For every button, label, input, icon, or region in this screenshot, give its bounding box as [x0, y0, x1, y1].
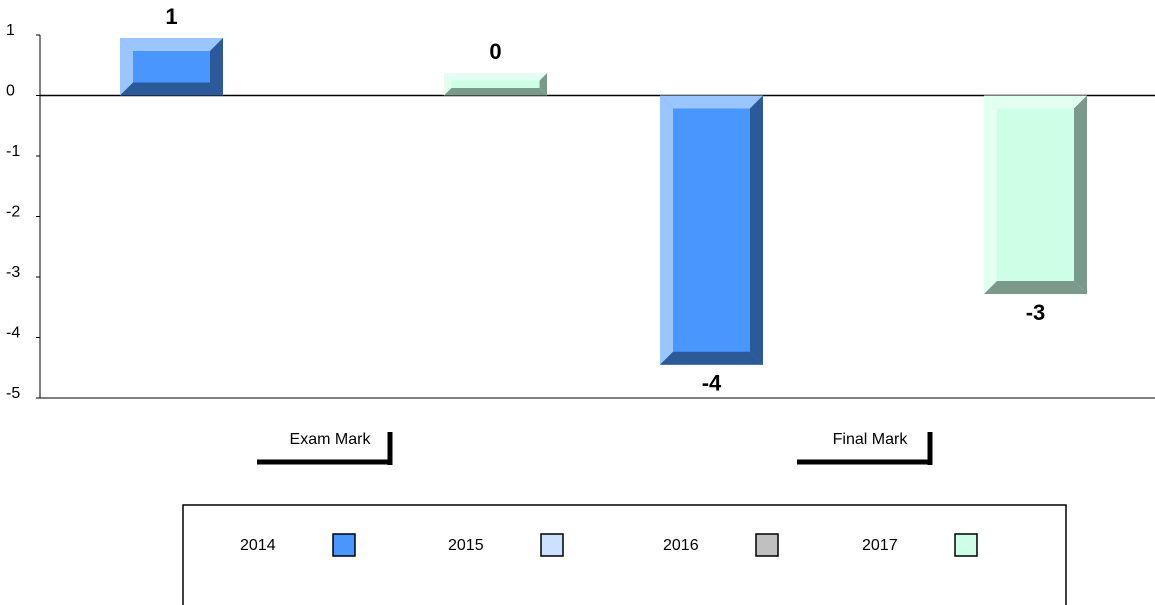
bar-bevel: [539, 73, 547, 96]
bar-bevel: [1074, 95, 1087, 294]
y-tick-label: -3: [6, 264, 20, 281]
legend-swatch: [332, 533, 356, 557]
bar: [660, 95, 763, 365]
bar-bevel: [984, 95, 997, 294]
legend-label: 2016: [663, 537, 699, 554]
bar-bevel: [120, 38, 133, 96]
x-tick-label: Final Mark: [833, 431, 909, 448]
bar: [984, 95, 1087, 294]
data-label: 1: [165, 4, 177, 29]
bar-bevel: [660, 95, 673, 365]
bar-face: [660, 95, 763, 365]
data-label: 0: [489, 39, 501, 64]
bar: [120, 38, 223, 96]
y-tick-label: -4: [6, 325, 20, 342]
bar-bevel: [660, 351, 763, 365]
y-tick-label: 1: [6, 22, 15, 39]
bar-bevel: [120, 82, 223, 96]
x-tick-label: Exam Mark: [290, 431, 372, 448]
bar-bevel: [660, 95, 763, 109]
y-tick-label: -1: [6, 143, 20, 160]
y-tick-label: -2: [6, 204, 20, 221]
legend-box: [182, 504, 1067, 605]
y-tick-label: 0: [6, 83, 15, 100]
bar-bevel: [210, 38, 223, 96]
bar: [444, 73, 547, 96]
legend-swatch: [540, 533, 564, 557]
legend-swatch: [954, 533, 978, 557]
bar-bevel: [750, 95, 763, 365]
bar-bevel: [444, 73, 547, 81]
legend-label: 2015: [448, 537, 484, 554]
bar-bevel: [120, 38, 223, 52]
data-label: -4: [702, 371, 722, 396]
bar-bevel: [984, 280, 1087, 294]
y-tick-label: -5: [6, 385, 20, 402]
legend-label: 2017: [862, 537, 898, 554]
bar-bevel: [444, 88, 547, 96]
legend-swatch: [755, 533, 779, 557]
legend-label: 2014: [240, 537, 276, 554]
data-label: -3: [1026, 300, 1046, 325]
bar-face: [984, 95, 1087, 294]
bar-bevel: [984, 95, 1087, 109]
